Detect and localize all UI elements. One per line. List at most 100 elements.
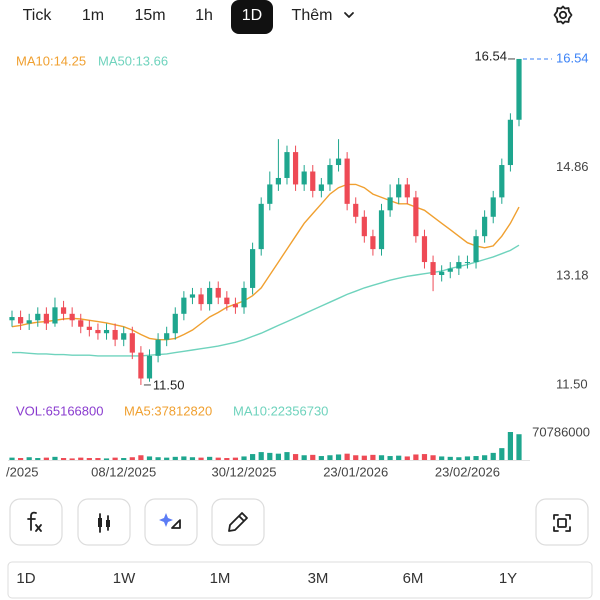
volume-bar — [507, 432, 514, 460]
volume-bar — [318, 456, 324, 460]
volume-bar — [146, 456, 153, 460]
indicator-button[interactable] — [9, 498, 63, 546]
range-option[interactable]: 6M — [403, 570, 424, 587]
volume-bar — [95, 458, 101, 460]
volume-bar — [482, 455, 488, 460]
x-tick-label: 23/01/2026 — [323, 464, 388, 479]
tab[interactable]: 1D — [242, 7, 262, 24]
volume-bar — [241, 456, 247, 460]
volume-bar — [155, 457, 161, 460]
candle-body — [353, 203, 359, 217]
volume-bar — [215, 457, 221, 460]
volume-bar — [198, 457, 204, 460]
ma-legend: MA10:14.25 — [16, 53, 86, 68]
candle-body — [241, 287, 247, 308]
candle-body — [370, 236, 376, 250]
volume-bar — [52, 456, 58, 460]
x-tick-label: 30/12/2025 — [211, 464, 276, 479]
volume-bar — [516, 434, 522, 460]
candle-body — [52, 307, 58, 324]
volume-bar — [224, 458, 230, 460]
candle-body — [129, 333, 135, 353]
candle-body — [17, 317, 24, 324]
screenshot-button[interactable] — [535, 498, 589, 546]
candle-body — [301, 171, 307, 185]
candle-body — [387, 197, 393, 211]
volume-bar — [258, 452, 264, 460]
candle-body — [318, 184, 324, 191]
tab[interactable]: 1m — [82, 7, 104, 24]
volume-bar — [387, 456, 393, 460]
volume-legend: MA5:37812820 — [124, 403, 212, 418]
volume-bar — [456, 457, 462, 460]
volume-bar — [43, 457, 49, 460]
volume-bar — [35, 458, 41, 460]
candle-body — [404, 184, 410, 198]
volume-bar — [207, 456, 213, 460]
candle-body — [482, 216, 488, 237]
volume-tick-label: 70786000 — [532, 424, 590, 439]
volume-bar — [284, 452, 290, 460]
candle-body — [155, 339, 161, 356]
candle-body — [413, 197, 419, 237]
range-option[interactable]: 1W — [113, 570, 136, 587]
tab[interactable]: Thêm — [292, 7, 333, 24]
volume-bar — [378, 455, 385, 460]
candle-body — [490, 197, 496, 217]
volume-bar — [60, 458, 67, 460]
candle-body — [378, 210, 385, 250]
candle-body — [473, 236, 479, 263]
range-option[interactable]: 3M — [308, 570, 329, 587]
candle-body — [198, 294, 204, 305]
volume-bar — [9, 457, 15, 460]
volume-bar — [430, 455, 436, 460]
ma-line — [11, 183, 520, 341]
high-marker: 16.54 — [474, 48, 507, 63]
volume-bar — [112, 457, 118, 460]
volume-bar — [78, 457, 84, 460]
candle-body — [267, 184, 273, 204]
candle-body — [310, 171, 316, 191]
candle-body — [60, 307, 67, 314]
tab[interactable]: 15m — [134, 7, 165, 24]
volume-bar — [301, 455, 307, 460]
candle-body — [335, 158, 342, 166]
settings-button[interactable] — [553, 5, 573, 25]
volume-bar — [335, 454, 342, 460]
volume-bar — [447, 456, 453, 460]
candle-body — [86, 326, 92, 330]
range-option[interactable]: 1M — [210, 570, 231, 587]
candle-body — [172, 313, 178, 334]
candle-body — [327, 165, 333, 185]
candle-body — [121, 333, 127, 340]
chart-type-button[interactable] — [77, 498, 131, 546]
volume-bar — [129, 457, 135, 460]
candle-body — [250, 249, 256, 288]
candle-body — [361, 216, 367, 237]
candle-body — [430, 262, 436, 275]
tab[interactable]: Tick — [23, 7, 53, 24]
volume-bar — [499, 448, 505, 460]
volume-bar — [181, 456, 187, 460]
draw-button[interactable] — [211, 498, 265, 546]
volume-bar — [172, 456, 178, 460]
ai-button[interactable] — [144, 498, 198, 546]
candle-body — [456, 262, 462, 269]
candle-body — [215, 287, 221, 298]
volume-bar — [473, 456, 479, 460]
volume-bar — [464, 456, 471, 460]
volume-bar — [344, 453, 350, 460]
candle-body — [464, 262, 471, 264]
candle-body — [232, 304, 239, 308]
y-tick-label: 14.86 — [556, 159, 589, 174]
last-price-label: 16.54 — [556, 50, 589, 65]
volume-bar — [69, 458, 75, 460]
x-tick-label: 23/02/2026 — [435, 464, 500, 479]
tab[interactable]: 1h — [195, 7, 213, 24]
range-option[interactable]: 1D — [16, 570, 35, 587]
volume-legend: VOL:65166800 — [16, 403, 103, 418]
range-option[interactable]: 1Y — [499, 570, 517, 587]
candle-body — [26, 320, 32, 324]
candle-body — [146, 355, 153, 379]
